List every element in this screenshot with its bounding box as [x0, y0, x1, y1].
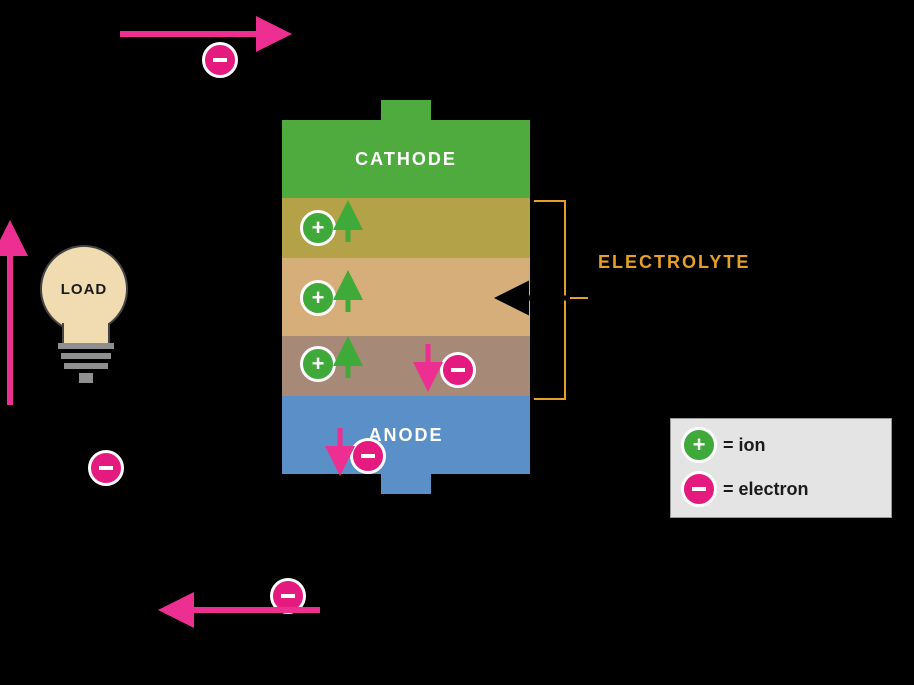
bulb-neck — [62, 323, 110, 343]
minus-icon — [281, 594, 295, 598]
plus-icon: + — [693, 434, 706, 456]
electron-icon — [270, 578, 306, 614]
electrolyte-bracket — [534, 200, 566, 400]
electron-icon — [681, 471, 717, 507]
legend-ion-row: + = ion — [681, 427, 881, 463]
electrolyte-label: ELECTROLYTE — [598, 252, 750, 273]
minus-icon — [451, 368, 465, 372]
minus-icon — [99, 466, 113, 470]
cathode-label: CATHODE — [355, 149, 457, 170]
ion-icon: + — [681, 427, 717, 463]
bulb-base — [58, 343, 114, 383]
electron-icon — [202, 42, 238, 78]
bulb-glass: LOAD — [40, 245, 128, 333]
electron-icon — [350, 438, 386, 474]
plus-icon: + — [312, 287, 325, 309]
battery-bottom-tab — [381, 474, 431, 494]
minus-icon — [213, 58, 227, 62]
legend-box: + = ion = electron — [670, 418, 892, 518]
minus-icon — [361, 454, 375, 458]
cathode-layer: CATHODE — [282, 120, 530, 198]
anode-layer: ANODE — [282, 396, 530, 474]
load-label: LOAD — [61, 281, 108, 298]
ion-icon: + — [300, 346, 336, 382]
battery-top-tab — [381, 100, 431, 120]
electron-icon — [440, 352, 476, 388]
plus-icon: + — [312, 217, 325, 239]
legend-electron-row: = electron — [681, 471, 881, 507]
legend-electron-text: = electron — [723, 479, 809, 500]
ion-icon: + — [300, 280, 336, 316]
electron-icon — [88, 450, 124, 486]
legend-ion-text: = ion — [723, 435, 766, 456]
plus-icon: + — [312, 353, 325, 375]
ion-icon: + — [300, 210, 336, 246]
minus-icon — [692, 487, 706, 491]
bracket-tick — [564, 297, 588, 299]
